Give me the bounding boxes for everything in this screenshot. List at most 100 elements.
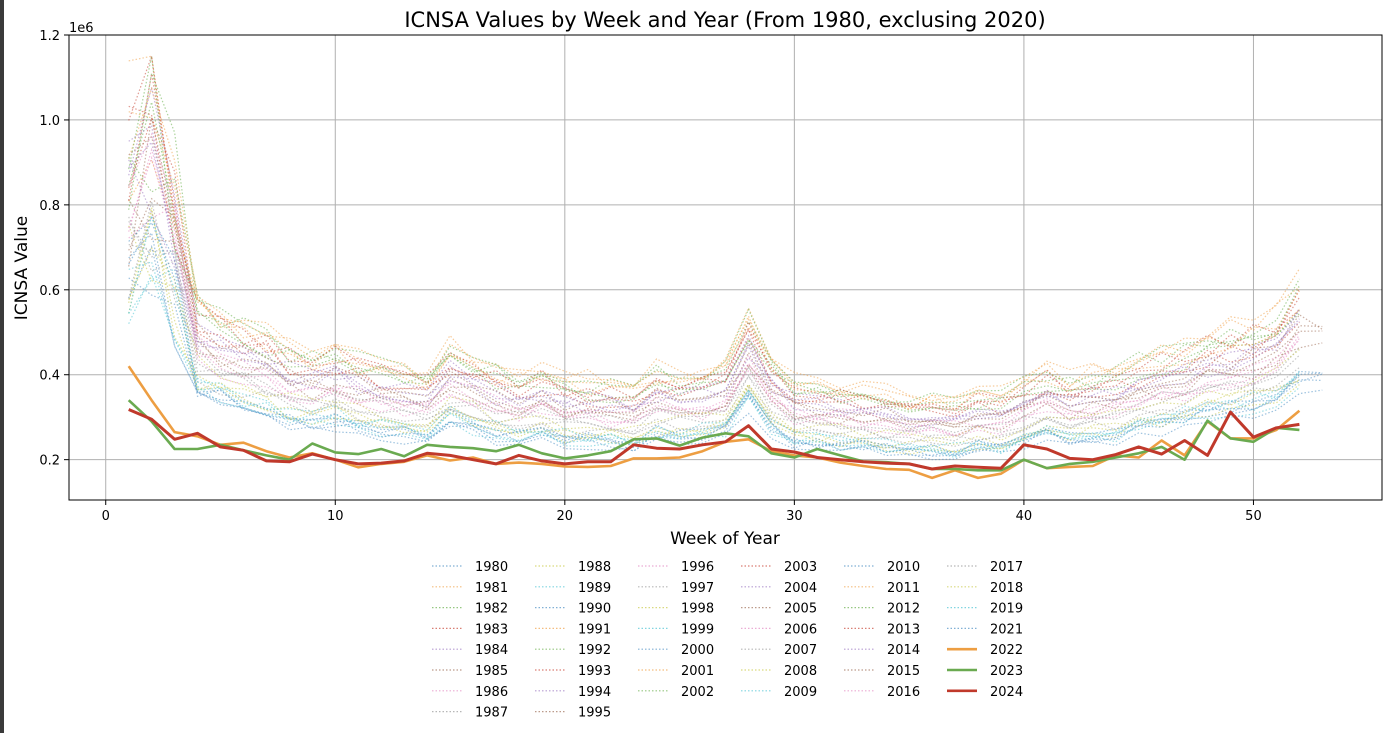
highlight-year-lines <box>127 365 1301 480</box>
series-line-1999 <box>128 268 1300 454</box>
legend-label-2009: 2009 <box>784 685 817 700</box>
legend-label-1983: 1983 <box>475 622 508 637</box>
legend-label-2016: 2016 <box>887 685 920 700</box>
legend-label-1982: 1982 <box>475 602 508 617</box>
legend-label-2005: 2005 <box>784 602 817 617</box>
series-line-1988 <box>128 247 1300 455</box>
y-tick-label: 1.0 <box>39 114 60 129</box>
series-line-2023 <box>127 399 1300 472</box>
x-tick-label: 20 <box>557 509 574 524</box>
legend-label-1989: 1989 <box>578 581 611 596</box>
x-axis-label: Week of Year <box>670 529 780 549</box>
legend-label-1990: 1990 <box>578 602 611 617</box>
legend-label-1996: 1996 <box>681 560 714 575</box>
legend-label-1985: 1985 <box>475 664 508 679</box>
series-line-1980 <box>128 244 1323 461</box>
legend-label-2007: 2007 <box>784 643 817 658</box>
x-tick-label: 0 <box>102 509 110 524</box>
series-line-2008 <box>128 207 1300 449</box>
background-year-lines <box>128 55 1323 461</box>
series-line-2003 <box>128 105 1300 415</box>
series-line-2009 <box>128 272 1300 456</box>
legend-label-2015: 2015 <box>887 664 920 679</box>
y-tick-label: 1.2 <box>39 29 60 44</box>
legend-label-2010: 2010 <box>887 560 920 575</box>
series-line-2007 <box>128 216 1300 445</box>
legend-label-1993: 1993 <box>578 664 611 679</box>
legend-label-1981: 1981 <box>475 581 508 596</box>
series-line-1992 <box>128 101 1300 413</box>
legend-label-1984: 1984 <box>475 643 508 658</box>
legend-label-2022: 2022 <box>990 643 1023 658</box>
legend-label-2014: 2014 <box>887 643 920 658</box>
series-line-1994 <box>128 141 1300 421</box>
legend-label-2000: 2000 <box>681 643 714 658</box>
y-tick-label: 0.4 <box>39 369 60 384</box>
legend-label-1991: 1991 <box>578 622 611 637</box>
legend-label-1995: 1995 <box>578 706 611 721</box>
series-line-2002 <box>128 156 1300 406</box>
series-line-2016 <box>128 205 1300 437</box>
series-line-2015 <box>128 135 1323 426</box>
y-axis-label: ICNSA Value <box>12 216 32 320</box>
series-line-2017 <box>128 201 1300 434</box>
legend-label-2004: 2004 <box>784 581 817 596</box>
series-line-1991 <box>128 111 1300 411</box>
series-line-2021 <box>128 221 1323 456</box>
x-tick-label: 30 <box>786 509 803 524</box>
axis-ticks: 0 10 20 30 40 50 0.2 0.4 0.6 0.8 1.0 1.2 <box>39 29 1261 524</box>
legend-label-2011: 2011 <box>887 581 920 596</box>
legend-label-2006: 2006 <box>784 622 817 637</box>
series-line-2012 <box>128 56 1300 404</box>
series-line-2024 <box>128 408 1300 471</box>
series-line-1997 <box>128 220 1300 442</box>
series-line-1995 <box>128 117 1323 431</box>
series-line-2018 <box>128 225 1300 442</box>
legend-label-2017: 2017 <box>990 560 1023 575</box>
chart-title: ICNSA Values by Week and Year (From 1980… <box>404 8 1045 32</box>
legend-label-1980: 1980 <box>475 560 508 575</box>
legend-label-2019: 2019 <box>990 602 1023 617</box>
y-tick-label: 0.2 <box>39 454 60 469</box>
legend-label-2013: 2013 <box>887 622 920 637</box>
legend-label-2018: 2018 <box>990 581 1023 596</box>
legend-label-2012: 2012 <box>887 602 920 617</box>
series-line-2011 <box>128 55 1300 405</box>
window-left-edge <box>0 0 4 733</box>
legend-label-2003: 2003 <box>784 560 817 575</box>
legend-label-1998: 1998 <box>681 602 714 617</box>
series-line-1987 <box>128 243 1300 447</box>
legend-label-2002: 2002 <box>681 685 714 700</box>
series-line-2000 <box>128 231 1323 457</box>
legend-label-1986: 1986 <box>475 685 508 700</box>
y-offset-label: 1e6 <box>69 21 94 36</box>
series-line-1998 <box>128 210 1300 453</box>
series-line-2010 <box>128 216 1323 456</box>
legend-label-1987: 1987 <box>475 706 508 721</box>
x-tick-label: 40 <box>1016 509 1033 524</box>
series-line-2013 <box>128 55 1300 411</box>
legend-label-1988: 1988 <box>578 560 611 575</box>
series-line-2014 <box>128 124 1300 422</box>
y-tick-label: 0.8 <box>39 199 60 214</box>
legend: 1980 1981 1982 1983 1984 1985 1986 1987 1988 1989… <box>432 560 1023 721</box>
grid-lines <box>69 34 1382 500</box>
legend-label-1999: 1999 <box>681 622 714 637</box>
series-line-1989 <box>128 261 1300 459</box>
series-line-1982 <box>128 71 1300 411</box>
y-tick-label: 0.6 <box>39 284 60 299</box>
series-line-2004 <box>128 159 1300 428</box>
series-line-1996 <box>128 132 1300 432</box>
x-tick-label: 10 <box>327 509 344 524</box>
legend-label-1994: 1994 <box>578 685 611 700</box>
legend-label-1992: 1992 <box>578 643 611 658</box>
legend-label-2001: 2001 <box>681 664 714 679</box>
legend-label-2021: 2021 <box>990 622 1023 637</box>
plot-frame <box>68 34 1383 501</box>
legend-label-2023: 2023 <box>990 664 1023 679</box>
legend-label-2008: 2008 <box>784 664 817 679</box>
x-tick-label: 50 <box>1245 509 1262 524</box>
legend-label-2024: 2024 <box>990 685 1023 700</box>
series-line-2005 <box>128 197 1323 429</box>
